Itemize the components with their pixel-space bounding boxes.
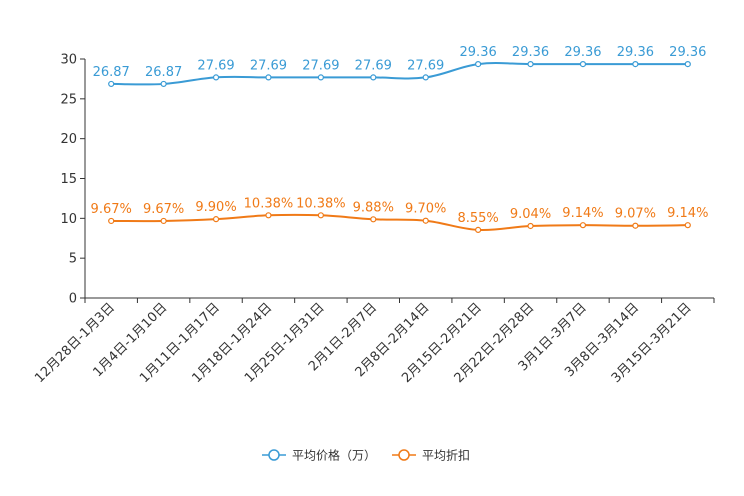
y-tick-label: 10: [60, 212, 77, 227]
y-tick-label: 25: [60, 92, 77, 107]
series-0-point: [527, 60, 534, 68]
series-0-data-label: 26.87: [145, 65, 182, 80]
series-1-data-label: 9.70%: [405, 202, 446, 217]
series-1-point: [475, 226, 482, 233]
series-0-point: [265, 74, 272, 81]
series-0-data-label: 29.36: [564, 45, 601, 60]
series-1-point: [265, 212, 272, 219]
y-tick-label: 15: [60, 172, 77, 187]
series-1-point: [317, 212, 324, 219]
series-0-data-label: 27.69: [250, 58, 287, 73]
series-0-data-label: 29.36: [669, 45, 706, 60]
series-layer: 26.87 26.87 27.69 27.69 27.69 27.69 27.69 29.36…: [91, 45, 708, 233]
series-0-point: [317, 74, 324, 81]
legend-1-marker-icon: [398, 449, 410, 461]
series-1-data-label: 9.88%: [353, 200, 394, 215]
series-0-data-label: 29.36: [512, 45, 549, 60]
series-0-point: [475, 60, 482, 68]
legend-0-label: 平均价格（万）: [292, 448, 376, 463]
legend-item-0: 平均价格（万）: [262, 448, 376, 463]
series-0-data-label: 27.69: [302, 58, 339, 73]
legend-item-1: 平均折扣: [392, 448, 470, 463]
series-1-point: [212, 216, 220, 223]
series-1-point: [160, 217, 167, 225]
series-0-point: [370, 74, 377, 81]
y-tick-label: 30: [60, 53, 77, 68]
legend-1-label: 平均折扣: [422, 448, 470, 463]
series-1-point: [422, 217, 429, 224]
series-1-data-label: 9.07%: [615, 207, 656, 222]
series-0-point: [422, 74, 429, 81]
series-0-data-label: 27.69: [407, 58, 444, 73]
series-1-data-label: 9.67%: [143, 202, 184, 217]
series-0-point: [632, 60, 639, 68]
series-1-point: [579, 222, 587, 229]
series-1-point: [370, 216, 377, 223]
series-0-data-label: 27.69: [197, 58, 234, 73]
legend-0-marker-icon: [268, 449, 280, 461]
series-1-point: [632, 222, 639, 229]
series-1-line: [111, 213, 688, 232]
series-0-data-label: 29.36: [617, 45, 654, 60]
series-1-data-label: 10.38%: [296, 196, 346, 211]
series-0: 26.87 26.87 27.69 27.69 27.69 27.69 27.69 29.36…: [93, 45, 706, 88]
series-0-point: [579, 60, 587, 68]
series-0-data-label: 26.87: [93, 65, 130, 80]
series-0-line: [111, 62, 688, 86]
series-0-point: [160, 80, 167, 88]
series-0-data-label: 29.36: [460, 45, 497, 60]
y-tick-label: 0: [69, 292, 77, 307]
series-0-point: [684, 60, 691, 68]
series-1-data-label: 9.14%: [562, 206, 603, 221]
y-tick-label: 5: [69, 252, 77, 267]
series-1-data-label: 9.90%: [195, 200, 236, 215]
series-1-data-label: 9.67%: [91, 202, 132, 217]
series-1-point: [108, 217, 115, 225]
series-1-data-label: 9.14%: [667, 206, 708, 221]
legend: 平均价格（万） 平均折扣: [262, 448, 470, 463]
series-1-data-label: 8.55%: [457, 211, 498, 226]
series-0-point: [108, 80, 115, 88]
series-0-data-label: 27.69: [355, 58, 392, 73]
series-1: 9.67% 9.67% 9.90% 10.38% 10.38% 9.88% 9.70% 8.5…: [91, 196, 708, 233]
y-tick-label: 20: [60, 132, 77, 147]
series-1-data-label: 9.04%: [510, 207, 551, 222]
series-1-point: [527, 222, 534, 230]
series-1-data-label: 10.38%: [244, 196, 294, 211]
series-0-point: [212, 74, 220, 81]
series-1-point: [684, 222, 691, 229]
